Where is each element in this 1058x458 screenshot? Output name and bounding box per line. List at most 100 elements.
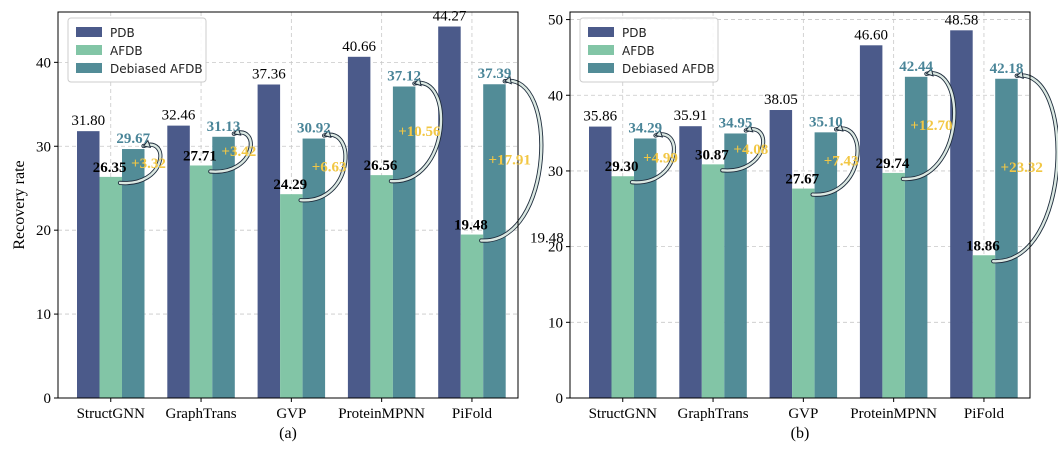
data-label-afdb: 29.30 <box>605 159 639 175</box>
improvement-arrow <box>209 131 252 173</box>
bar-pdb-structgnn <box>77 131 100 398</box>
bar-debiased-pifold <box>995 78 1018 398</box>
data-label-afdb: 26.35 <box>93 160 127 176</box>
bar-afdb-proteinmpnn <box>882 172 905 398</box>
data-label-debiased: 37.39 <box>478 66 512 82</box>
data-label-afdb: 27.67 <box>785 172 819 188</box>
panel-label: (a) <box>279 425 297 442</box>
legend-box <box>579 17 719 83</box>
bar-afdb-graphtrans <box>189 165 213 398</box>
bar-pdb-proteinmpnn <box>859 45 883 398</box>
x-tick-label: GVP <box>788 406 818 422</box>
y-axis-label: Recovery rate <box>11 160 28 249</box>
improvement-arrow <box>901 72 956 181</box>
x-tick-label: GraphTrans <box>677 406 748 422</box>
bar-debiased-structgnn <box>122 149 145 398</box>
legend-label-afdb: AFDB <box>110 44 143 58</box>
bar-afdb-pifold <box>972 255 996 398</box>
stray-annotation: 19.48 <box>530 231 564 247</box>
improvement-label: +7.43 <box>824 153 859 169</box>
y-tick-label: 30 <box>548 164 563 180</box>
y-tick-label: 10 <box>36 307 51 323</box>
improvement-label: +6.63 <box>312 159 347 175</box>
improvement-label: +10.56 <box>398 124 441 140</box>
bar-debiased-proteinmpnn <box>904 76 928 399</box>
arrow-head <box>323 129 332 138</box>
data-label-pdb: 35.91 <box>674 108 708 124</box>
bar-debiased-graphtrans <box>212 136 235 399</box>
improvement-arrow <box>389 81 443 183</box>
legend-swatch-pdb <box>76 27 102 37</box>
data-label-pdb: 48.58 <box>945 12 979 28</box>
legend-label-pdb: PDB <box>110 26 135 40</box>
legend-label-debiased: Debiased AFDB <box>622 62 715 76</box>
bar-afdb-gvp <box>792 188 815 398</box>
improvement-arrow <box>992 74 1058 263</box>
arrow-head <box>925 67 934 77</box>
legend: PDB AFDB Debiased AFDB <box>579 17 719 83</box>
bar-afdb-gvp <box>280 194 303 398</box>
data-label-afdb: 26.56 <box>364 158 398 174</box>
bar-pdb-proteinmpnn <box>347 56 371 398</box>
bar-pdb-pifold <box>950 30 973 399</box>
data-label-pdb: 35.86 <box>583 109 617 125</box>
bar-afdb-proteinmpnn <box>370 175 393 398</box>
data-label-pdb: 44.27 <box>433 9 467 25</box>
bar-pdb-pifold <box>438 26 461 398</box>
improvement-arrow <box>299 133 347 202</box>
y-tick-label: 20 <box>548 240 563 256</box>
arrow-head <box>654 129 664 138</box>
y-tick-label: 0 <box>556 391 564 407</box>
legend-swatch-afdb <box>76 45 102 55</box>
improvement-arrow <box>721 128 765 172</box>
plot-frame <box>57 11 519 399</box>
data-label-debiased: 42.18 <box>990 61 1024 77</box>
chart-panel-a: 0 10 20 30 40 StructGNN GraphTrans GVP ProteinMP… <box>11 9 544 442</box>
data-label-pdb: 32.46 <box>162 108 196 124</box>
bar-debiased-gvp <box>302 138 326 398</box>
y-tick-label: 10 <box>548 315 563 331</box>
data-label-debiased: 34.95 <box>719 115 753 131</box>
bar-pdb-gvp <box>769 110 793 398</box>
legend-label-afdb: AFDB <box>622 44 655 58</box>
bar-afdb-pifold <box>460 234 484 398</box>
y-tick-label: 50 <box>548 13 563 29</box>
bar-afdb-graphtrans <box>701 164 725 398</box>
chart-panel-b: 0 10 20 30 40 50 StructGNN GraphTrans GVP Protein… <box>530 11 1058 442</box>
y-tick-label: 20 <box>36 223 51 239</box>
panel-label: (b) <box>791 425 810 442</box>
bar-debiased-proteinmpnn <box>392 86 416 399</box>
x-tick-label: GraphTrans <box>165 406 236 422</box>
data-label-debiased: 34.29 <box>628 120 662 136</box>
bar-pdb-graphtrans <box>167 125 190 399</box>
legend-swatch-debiased <box>588 63 614 73</box>
arrow-head <box>1015 70 1024 80</box>
arrow-head <box>413 77 422 87</box>
data-label-afdb: 18.86 <box>966 238 1000 254</box>
data-label-afdb: 24.29 <box>273 177 307 193</box>
y-tick-label: 0 <box>44 391 52 407</box>
bar-debiased-structgnn <box>634 138 657 398</box>
improvement-label: +12.70 <box>910 118 952 134</box>
x-tick-label: PiFold <box>452 406 493 422</box>
bar-debiased-graphtrans <box>724 133 747 398</box>
improvement-label: +3.42 <box>221 144 256 160</box>
data-label-pdb: 46.60 <box>854 27 888 43</box>
bar-afdb-structgnn <box>611 176 634 398</box>
data-label-afdb: 27.71 <box>183 148 217 164</box>
plot-frame <box>569 11 1031 399</box>
data-label-debiased: 37.12 <box>387 69 421 85</box>
arrow-head <box>142 139 152 148</box>
y-tick-label: 40 <box>36 55 51 71</box>
improvement-label: +3.32 <box>131 156 166 172</box>
x-tick-label: StructGNN <box>77 406 145 422</box>
improvement-label: +23.32 <box>1001 160 1043 176</box>
bar-pdb-graphtrans <box>679 126 702 399</box>
x-tick-label: GVP <box>276 406 306 422</box>
data-label-afdb: 29.74 <box>876 156 910 172</box>
legend: PDB AFDB Debiased AFDB <box>67 17 207 83</box>
data-label-pdb: 38.05 <box>764 92 798 108</box>
data-label-pdb: 31.80 <box>71 113 105 129</box>
legend-label-debiased: Debiased AFDB <box>110 62 203 76</box>
data-label-afdb: 30.87 <box>695 147 729 163</box>
